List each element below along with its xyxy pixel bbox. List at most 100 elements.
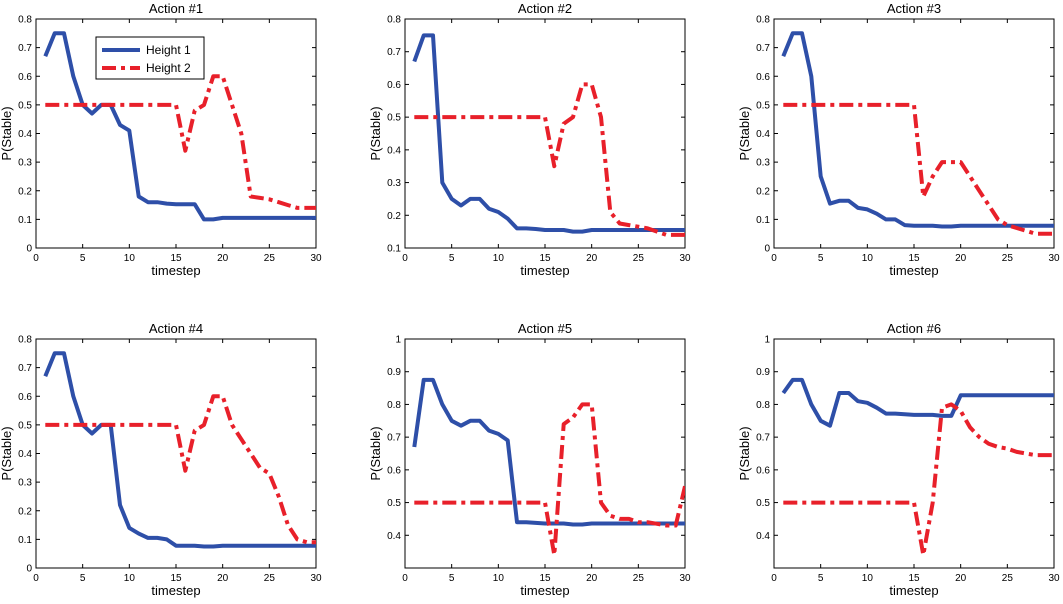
x-tick-label: 15 [908, 253, 920, 264]
y-tick-label: 0.9 [756, 367, 770, 378]
y-tick-label: 0 [26, 564, 32, 575]
legend: Height 1 Height 2 [95, 36, 205, 80]
x-tick-label: 0 [33, 253, 39, 264]
x-axis-label: timestep [889, 263, 938, 278]
x-tick-label: 20 [586, 573, 598, 584]
x-axis-label: timestep [151, 263, 200, 278]
y-axis-label: P(Stable) [0, 106, 14, 160]
x-tick-label: 20 [955, 573, 967, 584]
y-tick-label: 0.3 [756, 158, 770, 169]
x-tick-label: 10 [862, 573, 874, 584]
series-line-height-1 [412, 33, 685, 234]
y-tick-label: 0.6 [18, 72, 32, 83]
y-tick-label: 0.5 [18, 100, 32, 111]
y-tick-label: 0.8 [18, 15, 32, 26]
x-tick-label: 25 [1002, 253, 1014, 264]
x-tick-label: 25 [264, 253, 276, 264]
y-tick-label: 0.6 [387, 465, 401, 476]
x-tick-label: 0 [33, 573, 39, 584]
x-tick-label: 20 [955, 253, 967, 264]
y-tick-label: 0.5 [387, 113, 401, 124]
y-tick-label: 0 [764, 244, 770, 255]
x-tick-label: 25 [633, 573, 645, 584]
x-tick-label: 20 [217, 253, 229, 264]
x-tick-label: 25 [633, 253, 645, 264]
axes-box [773, 18, 1055, 249]
x-tick-label: 20 [217, 573, 229, 584]
axes-box [404, 18, 686, 249]
x-tick-label: 10 [862, 253, 874, 264]
x-tick-label: 20 [586, 253, 598, 264]
x-axis-label: timestep [151, 583, 200, 598]
y-tick-label: 0.8 [756, 400, 770, 411]
x-axis-label: timestep [520, 583, 569, 598]
x-tick-label: 15 [170, 573, 182, 584]
chart-title: Action #1 [149, 1, 203, 16]
x-tick-label: 0 [771, 253, 777, 264]
y-tick-label: 0.5 [756, 498, 770, 509]
y-tick-label: 0.4 [756, 531, 770, 542]
y-tick-label: 0.8 [387, 15, 401, 26]
y-tick-label: 0.1 [387, 244, 401, 255]
x-tick-label: 30 [679, 253, 691, 264]
x-tick-label: 15 [170, 253, 182, 264]
y-axis-label: P(Stable) [368, 106, 383, 160]
x-tick-label: 10 [493, 253, 505, 264]
y-tick-label: 0.7 [18, 363, 32, 374]
chart-title: Action #6 [887, 321, 941, 336]
y-tick-label: 0.2 [18, 506, 32, 517]
chart-panel-1: Action #1 0 5 10 15 20 25 30 0 0.1 0.2 0.3 0.4 0.5 0.6… [0, 1, 322, 278]
x-tick-label: 15 [539, 573, 551, 584]
x-tick-label: 30 [679, 573, 691, 584]
x-tick-label: 10 [124, 573, 136, 584]
y-axis-label: P(Stable) [0, 426, 14, 480]
y-tick-label: 0 [26, 244, 32, 255]
chart-panel-3: Action #3 0 5 10 15 20 25 30 0 0.1 0.2 0.3 0.4 0.5 0.6… [737, 1, 1060, 278]
y-tick-label: 0.5 [756, 100, 770, 111]
legend-label: Height 1 [146, 43, 191, 57]
x-tick-label: 10 [493, 573, 505, 584]
y-axis-label: P(Stable) [368, 426, 383, 480]
y-tick-label: 0.6 [18, 392, 32, 403]
chart-panel-6: Action #6 0 5 10 15 20 25 30 0.4 0.5 0.6 0.7 0.8 0.9 1… [737, 321, 1060, 598]
x-axis-label: timestep [520, 263, 569, 278]
y-tick-label: 0.7 [387, 47, 401, 58]
chart-title: Action #3 [887, 1, 941, 16]
x-tick-label: 5 [449, 253, 455, 264]
y-tick-label: 0.4 [18, 129, 32, 140]
y-tick-label: 0.6 [756, 72, 770, 83]
series-line-height-2 [45, 394, 316, 545]
chart-panel-4: Action #4 0 5 10 15 20 25 30 0 0.1 0.2 0.3 0.4 0.5 0.6… [0, 321, 322, 598]
series-line-height-1 [43, 31, 316, 222]
chart-title: Action #4 [149, 321, 203, 336]
chart-panel-2: Action #2 0 5 10 15 20 25 30 0.1 0.2 0.3 0.4 0.5 0.6 0… [368, 1, 691, 278]
y-tick-label: 0.2 [18, 186, 32, 197]
y-tick-label: 0.1 [18, 535, 32, 546]
y-tick-label: 0.5 [387, 498, 401, 509]
x-tick-label: 5 [818, 253, 824, 264]
series-line-height-2 [45, 74, 316, 210]
y-tick-label: 0.4 [387, 145, 401, 156]
y-tick-label: 0.7 [18, 43, 32, 54]
x-tick-label: 25 [1002, 573, 1014, 584]
y-axis-label: P(Stable) [737, 106, 752, 160]
y-tick-label: 0.7 [756, 43, 770, 54]
legend-box [95, 36, 205, 80]
x-tick-label: 15 [908, 573, 920, 584]
chart-panel-5: Action #5 0 5 10 15 20 25 30 0.4 0.5 0.6 0.7 0.8 0.9 1… [368, 321, 691, 598]
y-tick-label: 1 [395, 335, 401, 346]
x-tick-label: 30 [1048, 253, 1060, 264]
y-tick-label: 0.8 [18, 335, 32, 346]
y-tick-label: 0.4 [756, 129, 770, 140]
x-tick-label: 30 [1048, 573, 1060, 584]
y-tick-label: 1 [764, 335, 770, 346]
series-line-height-1 [781, 31, 1054, 229]
axes-box [404, 338, 686, 569]
y-tick-label: 0.2 [756, 186, 770, 197]
x-tick-label: 30 [310, 253, 322, 264]
legend-label: Height 2 [146, 61, 191, 75]
x-tick-label: 15 [539, 253, 551, 264]
x-tick-label: 30 [310, 573, 322, 584]
x-axis-label: timestep [889, 583, 938, 598]
